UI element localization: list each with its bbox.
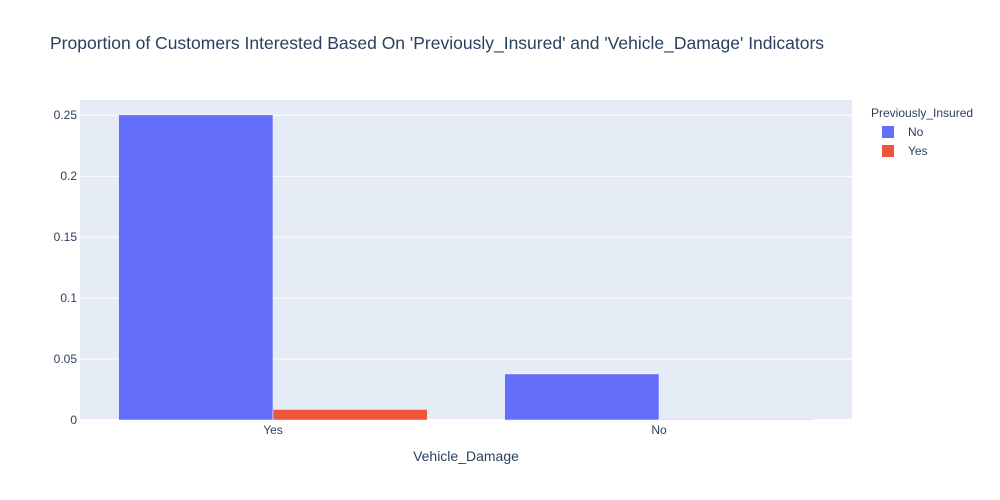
x-tick-label: No <box>651 423 667 437</box>
y-tick-label: 0.15 <box>54 230 78 244</box>
x-axis-title: Vehicle_Damage <box>413 448 519 464</box>
bars <box>118 114 814 421</box>
y-axis-ticks: 0 0.05 0.1 0.15 0.2 0.25 <box>54 108 78 427</box>
y-tick-label: 0.05 <box>54 352 78 366</box>
legend: Previously_Insured No Yes <box>871 106 973 158</box>
y-tick-label: 0.25 <box>54 108 78 122</box>
chart-title: Proportion of Customers Interested Based… <box>50 33 825 53</box>
x-tick-label: Yes <box>263 423 283 437</box>
x-axis-ticks: Yes No <box>263 423 667 437</box>
bar-no-no[interactable] <box>504 373 660 421</box>
legend-swatch-no[interactable] <box>882 126 894 138</box>
bar-no-yes[interactable] <box>118 114 274 421</box>
bar-yes-no[interactable] <box>658 419 814 421</box>
legend-title: Previously_Insured <box>871 106 973 120</box>
y-tick-label: 0 <box>70 413 77 427</box>
legend-label-yes[interactable]: Yes <box>908 144 928 158</box>
bar-yes-yes[interactable] <box>272 409 428 421</box>
y-tick-label: 0.1 <box>60 291 77 305</box>
legend-swatch-yes[interactable] <box>882 145 894 157</box>
y-tick-label: 0.2 <box>60 169 77 183</box>
legend-label-no[interactable]: No <box>908 125 924 139</box>
